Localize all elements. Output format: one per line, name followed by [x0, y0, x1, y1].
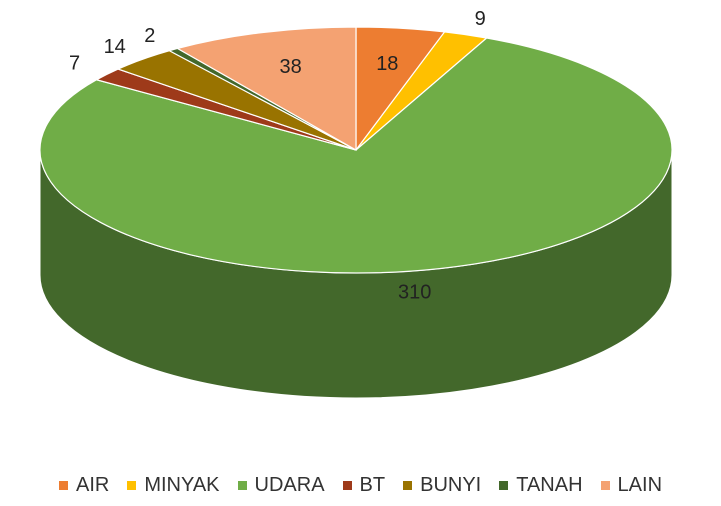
- data-label: 7: [69, 53, 80, 75]
- legend-swatch: [127, 481, 137, 490]
- slice: [176, 26, 357, 152]
- legend-swatch: [237, 481, 247, 490]
- data-label: 14: [104, 36, 126, 58]
- legend-label: BUNYI: [420, 474, 482, 496]
- data-label: 310: [398, 281, 431, 303]
- legend-item: UDARA: [237, 474, 325, 497]
- legend-label: TANAH: [516, 474, 583, 496]
- legend-swatch: [499, 481, 509, 490]
- legend-label: MINYAK: [144, 474, 220, 496]
- legend-swatch: [58, 481, 68, 490]
- legend-swatch: [600, 481, 610, 490]
- legend-label: UDARA: [254, 474, 325, 496]
- legend-item: LAIN: [600, 474, 663, 497]
- slice: [39, 37, 673, 274]
- data-label: 9: [475, 8, 486, 30]
- data-label: 2: [144, 25, 155, 47]
- legend-item: BT: [342, 474, 386, 497]
- data-label: 18: [376, 53, 398, 75]
- legend-swatch: [403, 481, 413, 490]
- legend-item: AIR: [58, 474, 110, 497]
- legend-item: TANAH: [499, 474, 583, 497]
- legend-label: LAIN: [617, 474, 663, 496]
- data-label: 38: [280, 56, 302, 78]
- legend-label: AIR: [75, 474, 110, 496]
- legend-label: BT: [359, 474, 386, 496]
- legend-item: BUNYI: [403, 474, 481, 497]
- chart: 18 9 310 7 14 2 38: [39, 8, 673, 399]
- legend-item: MINYAK: [127, 474, 220, 497]
- legend: AIR MINYAK UDARA BT BUNYI TANAH LAIN: [0, 474, 721, 497]
- legend-swatch: [342, 481, 352, 490]
